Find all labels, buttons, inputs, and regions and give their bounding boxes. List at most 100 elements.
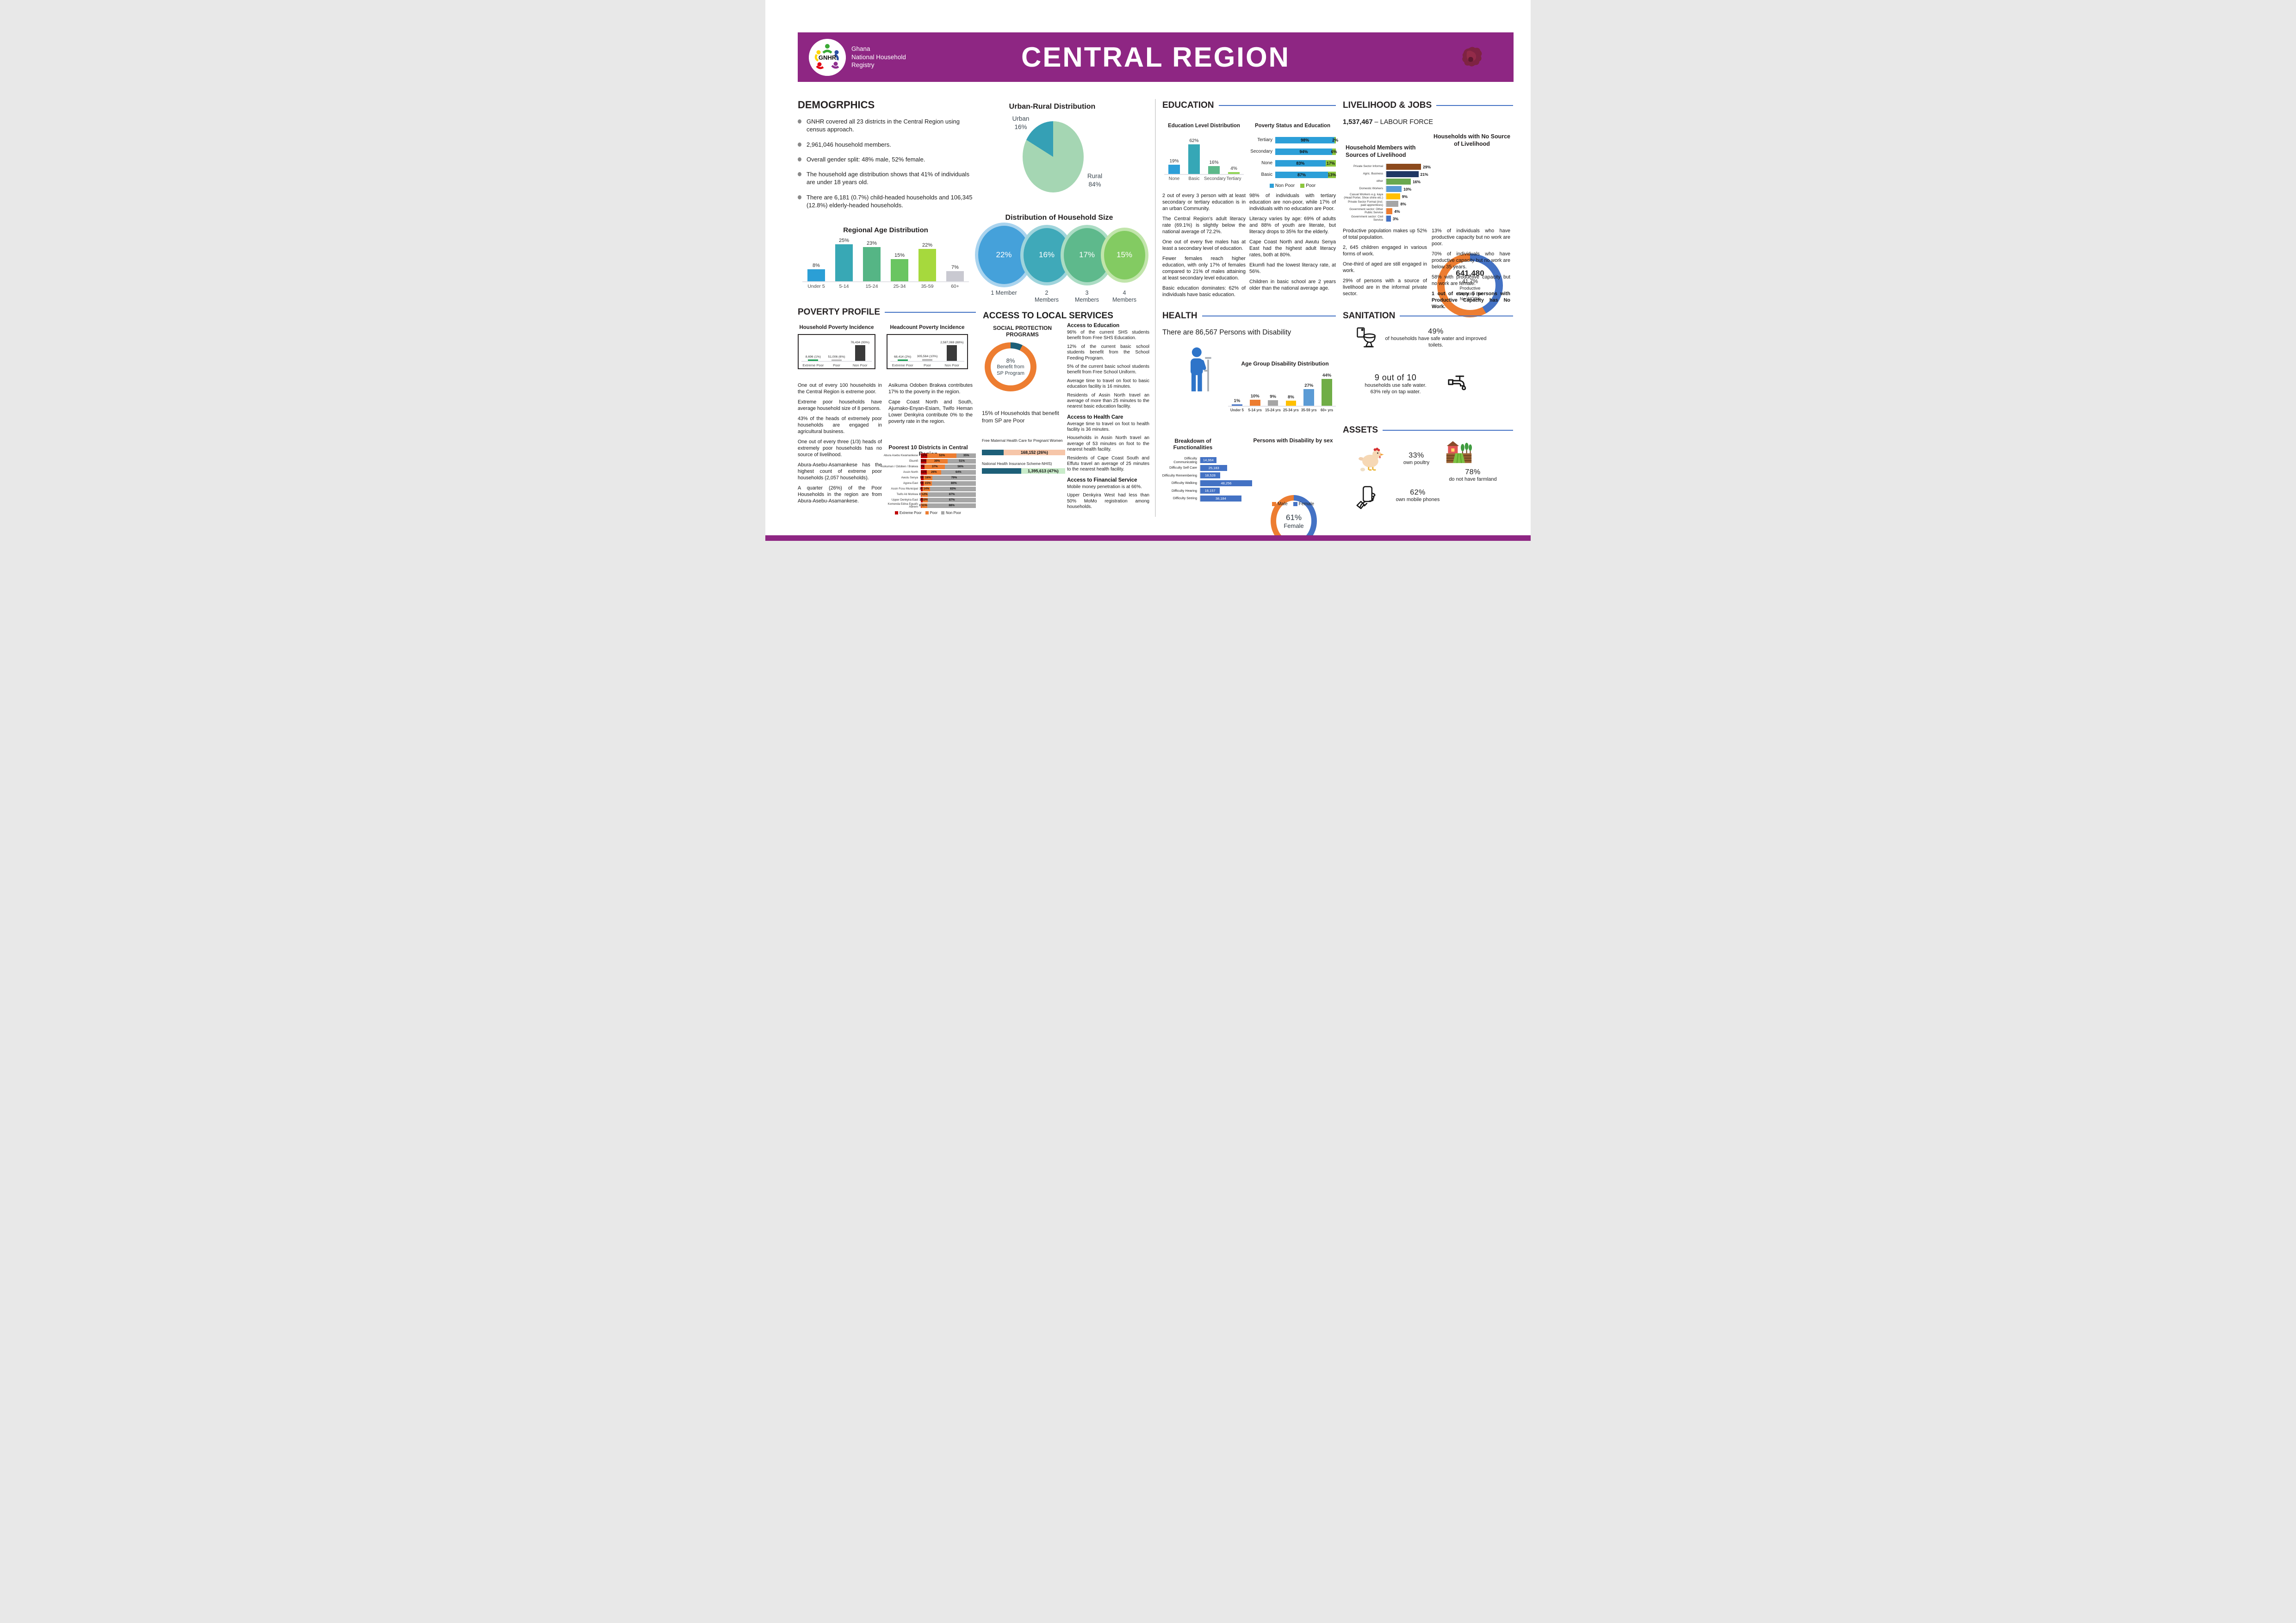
sp-center-label: Benefit from SP Program (997, 364, 1024, 376)
size-circle-holder: 22% (978, 226, 1030, 284)
livelihood-paragraph: Productive population makes up 52% of to… (1343, 228, 1427, 241)
bar-category: Extreme Poor (892, 363, 913, 367)
gnhr-logo-icon: GNHR (809, 38, 846, 76)
bar-segment: 1,395,613 (47%) (1021, 468, 1065, 474)
disability-age-title: Age Group Disability Distribution (1241, 360, 1329, 367)
bar-area: 305,564 (10%) (915, 337, 940, 362)
no-livelihood-number: 641,480 (1456, 269, 1484, 278)
size-circle-holder: 16% (1023, 226, 1070, 284)
poverty-heading-text: POVERTY PROFILE (798, 307, 881, 317)
bar-track: 11% 26% 64% (921, 470, 976, 475)
age-chart-title: Regional Age Distribution (843, 226, 928, 234)
segment-value: 83% (1296, 161, 1305, 166)
bar-area: 7% (941, 235, 969, 282)
bar (1386, 201, 1399, 207)
bar-value: 8% (1400, 201, 1406, 206)
education-paragraph: One out of every five males has at least… (1162, 239, 1246, 252)
stat-value: 9 out of 10 (1374, 373, 1417, 382)
bar-row: Ekumfi 10% 39% 51% (880, 459, 976, 464)
bar (863, 247, 881, 281)
bullet-item: 2,961,046 household members. (798, 141, 976, 149)
livelihood-heading-text: LIVELIHOOD & JOBS (1343, 100, 1432, 110)
bar-segment: 7% (921, 465, 925, 469)
legend-swatch (1293, 502, 1297, 506)
bar-segment (982, 468, 1021, 474)
bar-row: Government sector: Civil Service 3% (1343, 215, 1431, 222)
bar-category: 25-34 yrs (1283, 408, 1299, 412)
size-circle-item: 16% 2 Members (1023, 226, 1070, 304)
bar-row: Government sector: Other Public Service 4… (1343, 208, 1431, 214)
bar-row: Basic 87% 13% (1249, 172, 1336, 178)
access-paragraph: Average time to travel on foot to basic … (1067, 378, 1149, 390)
access-heading-text: ACCESS TO LOCAL SERVICES (983, 311, 1113, 321)
bar-category: Non Poor (852, 363, 868, 367)
bar-value: 21% (1420, 172, 1428, 177)
legend-item: Non Poor (1269, 183, 1295, 188)
bar-segment: 5% (920, 481, 925, 486)
bar-track: 1%11% 88% (919, 503, 976, 508)
bar-track: 16% (1385, 179, 1431, 185)
bar (1208, 166, 1220, 174)
bar-segment: 14% (922, 487, 931, 491)
bar-segment: 10% (921, 459, 926, 464)
bar-row: Difficulty Walking 48,256 (1161, 480, 1252, 486)
phone-stat: 62% own mobile phones (1381, 489, 1455, 503)
bar-label: other (1376, 180, 1383, 183)
segment-value: 64% (955, 471, 962, 474)
bar-category: Poor (833, 363, 840, 367)
education-paragraph: 98% of individuals with tertiary educati… (1249, 193, 1336, 212)
bar-column: 8% 25-34 yrs (1282, 370, 1300, 412)
chicken-icon (1358, 444, 1387, 476)
bar (1285, 401, 1297, 406)
bullet-item: The household age distribution shows tha… (798, 170, 976, 186)
bar-label: Assin Fosu Municipal (891, 487, 918, 490)
bar-value: 1% (1234, 398, 1241, 403)
household-size-title: Distribution of Household Size (1005, 214, 1113, 222)
bar-category: Under 5 (1230, 408, 1244, 412)
bar-label: Casual Workers e.g. kaya (Head Porter, S… (1344, 192, 1383, 199)
access-paragraph: Residents of Assin North travel an avera… (1067, 392, 1149, 409)
bar-area: 8% (1282, 370, 1300, 407)
segment-value: 3% (919, 498, 924, 502)
access-paragraph: 12% of the current basic school students… (1067, 344, 1149, 361)
segment-value: 37% (932, 465, 938, 469)
bar-row: Difficulty Remembering 18,528 (1161, 472, 1252, 478)
bar-track: 4% (1385, 208, 1431, 214)
bar-row: Asikuman / Odoben / Brakwa 7% 37% 56% (880, 465, 976, 469)
bar-segment: 87% (1275, 172, 1328, 178)
bar-segment: 87% (928, 498, 976, 502)
bar-label: Government sector: Other Public Service (1349, 207, 1383, 214)
circle-label: 4 Members (1112, 290, 1137, 303)
segment-value: 14% (923, 487, 930, 491)
bar (832, 359, 842, 361)
bar-area: 19% (1164, 134, 1184, 175)
sp-programs-title: SOCIAL PROTECTION PROGRAMS (993, 325, 1052, 338)
bar-area: 68,414 (2%) (890, 337, 915, 362)
bar (897, 359, 908, 361)
donut-hole (1445, 261, 1496, 310)
access-paragraph: Average time to travel on foot to health… (1067, 421, 1149, 433)
legend-item: Extreme Poor (894, 511, 922, 515)
bar-track: 87% 13% (1275, 172, 1336, 178)
bar-column: 8,696 (1%) Extreme Poor (801, 337, 825, 367)
segment-value: 13% (1328, 173, 1336, 177)
toilet-icon (1354, 326, 1379, 352)
bar-segment: 39% (926, 459, 948, 464)
bar (1386, 164, 1421, 170)
bullet-icon (798, 119, 801, 124)
livelihood-paragraph: 2, 645 children engaged in various forms… (1343, 245, 1427, 257)
sp-note: 15% of Households that benefit from SP a… (982, 410, 1059, 424)
bullet-icon (798, 142, 801, 147)
bar: 18,528 (1200, 472, 1220, 478)
no-livelihood-donut: 641,480 41.7% Productive Capacity But No… (1437, 254, 1503, 317)
bar: 14,964 (1200, 457, 1216, 463)
stat-text: own poultry (1403, 460, 1430, 465)
bar-value: 8,696 (1%) (805, 355, 821, 359)
poverty-heading: POVERTY PROFILE (798, 307, 976, 317)
urban-rural-pie (1023, 121, 1084, 192)
segment-value: 15% (925, 482, 931, 485)
bar (835, 244, 853, 281)
legend-label: Male (1277, 502, 1288, 507)
bar-track: 21% (1385, 171, 1431, 177)
bar-track: 5% 16% 79% (920, 476, 976, 480)
